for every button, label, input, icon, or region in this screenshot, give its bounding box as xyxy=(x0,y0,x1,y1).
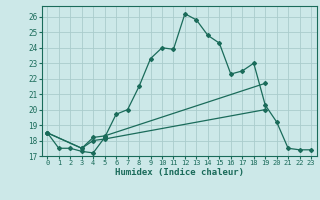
X-axis label: Humidex (Indice chaleur): Humidex (Indice chaleur) xyxy=(115,168,244,177)
